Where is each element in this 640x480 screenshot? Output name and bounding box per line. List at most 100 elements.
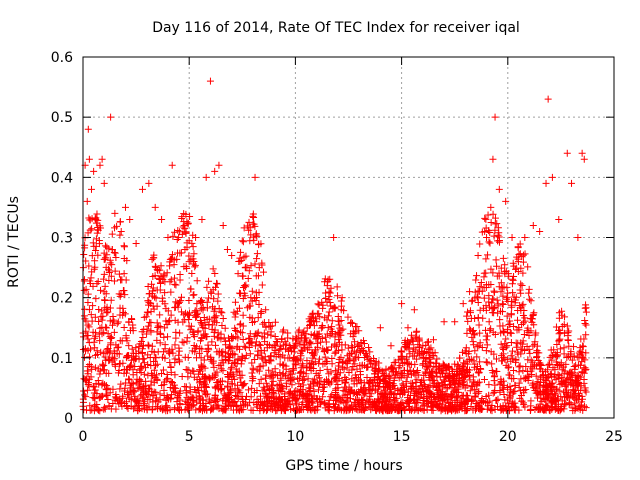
data-point <box>82 285 90 293</box>
data-point <box>119 394 127 402</box>
data-point <box>156 311 164 319</box>
data-point <box>516 394 524 402</box>
data-point <box>348 375 356 383</box>
data-point <box>189 291 197 299</box>
data-point <box>454 380 462 388</box>
data-point <box>324 312 332 320</box>
data-point <box>463 329 471 337</box>
data-point <box>110 277 118 285</box>
data-point <box>120 243 128 251</box>
data-point <box>263 383 271 391</box>
data-point <box>307 394 315 402</box>
data-point <box>231 313 239 321</box>
data-point <box>336 369 344 377</box>
data-point <box>190 331 198 339</box>
data-point <box>255 340 263 348</box>
data-point <box>275 387 283 395</box>
data-point <box>487 218 495 226</box>
data-point <box>516 250 524 258</box>
data-point <box>501 261 509 269</box>
x-tick-label: 20 <box>499 429 517 445</box>
data-point <box>253 255 261 263</box>
data-point <box>556 345 564 353</box>
data-point <box>329 305 337 313</box>
data-point <box>167 368 175 376</box>
data-point <box>429 376 437 384</box>
data-point <box>476 404 484 412</box>
data-point <box>282 365 290 373</box>
data-point <box>557 405 565 413</box>
data-point <box>250 294 258 302</box>
data-point <box>524 263 532 271</box>
data-point <box>175 405 183 413</box>
data-point <box>201 379 209 387</box>
data-point <box>274 338 282 346</box>
data-point <box>403 373 411 381</box>
data-point <box>529 310 537 318</box>
data-point <box>157 262 165 270</box>
data-point <box>325 295 333 303</box>
data-point <box>451 374 459 382</box>
data-point <box>106 349 114 357</box>
data-point <box>368 378 376 386</box>
data-point <box>333 343 341 351</box>
x-tick-label: 25 <box>605 429 623 445</box>
data-point <box>478 228 486 236</box>
data-point <box>499 344 507 352</box>
data-point <box>351 371 359 379</box>
data-point <box>528 358 536 366</box>
data-point <box>200 332 208 340</box>
data-point <box>160 333 168 341</box>
data-point <box>321 314 329 322</box>
data-point <box>353 390 361 398</box>
data-point <box>91 257 99 265</box>
data-point <box>551 370 559 378</box>
data-point <box>207 353 215 361</box>
data-point <box>120 270 128 278</box>
data-point <box>453 393 461 401</box>
data-point <box>382 365 390 373</box>
data-point <box>260 329 268 337</box>
data-point <box>492 355 500 363</box>
data-point <box>474 368 482 376</box>
data-point <box>102 290 110 298</box>
data-point <box>408 384 416 392</box>
data-point <box>334 292 342 300</box>
y-tick-label: 0.2 <box>51 291 73 307</box>
data-point <box>248 287 256 295</box>
data-point <box>523 327 531 335</box>
data-point <box>529 315 537 323</box>
data-point <box>238 329 246 337</box>
data-point <box>562 400 570 408</box>
data-point <box>582 301 590 309</box>
data-point <box>569 407 577 415</box>
data-point <box>494 302 502 310</box>
data-point <box>339 359 347 367</box>
data-point <box>497 288 505 296</box>
data-point <box>516 362 524 370</box>
data-point <box>427 358 435 366</box>
data-point <box>323 365 331 373</box>
data-point <box>158 369 166 377</box>
data-point <box>565 327 573 335</box>
data-points <box>79 77 590 415</box>
data-point <box>101 242 109 250</box>
data-point <box>125 342 133 350</box>
data-point <box>202 400 210 408</box>
data-point <box>216 377 224 385</box>
data-point <box>151 262 159 270</box>
data-point <box>413 327 421 335</box>
data-point <box>244 386 252 394</box>
data-point <box>82 317 90 325</box>
data-point <box>312 369 320 377</box>
data-point <box>490 232 498 240</box>
data-point <box>525 285 533 293</box>
y-tick-label: 0.5 <box>51 110 73 126</box>
data-point <box>519 258 527 266</box>
data-point <box>237 360 245 368</box>
data-point <box>137 337 145 345</box>
data-point <box>217 348 225 356</box>
data-point <box>99 379 107 387</box>
data-point <box>193 375 201 383</box>
data-point <box>172 281 180 289</box>
